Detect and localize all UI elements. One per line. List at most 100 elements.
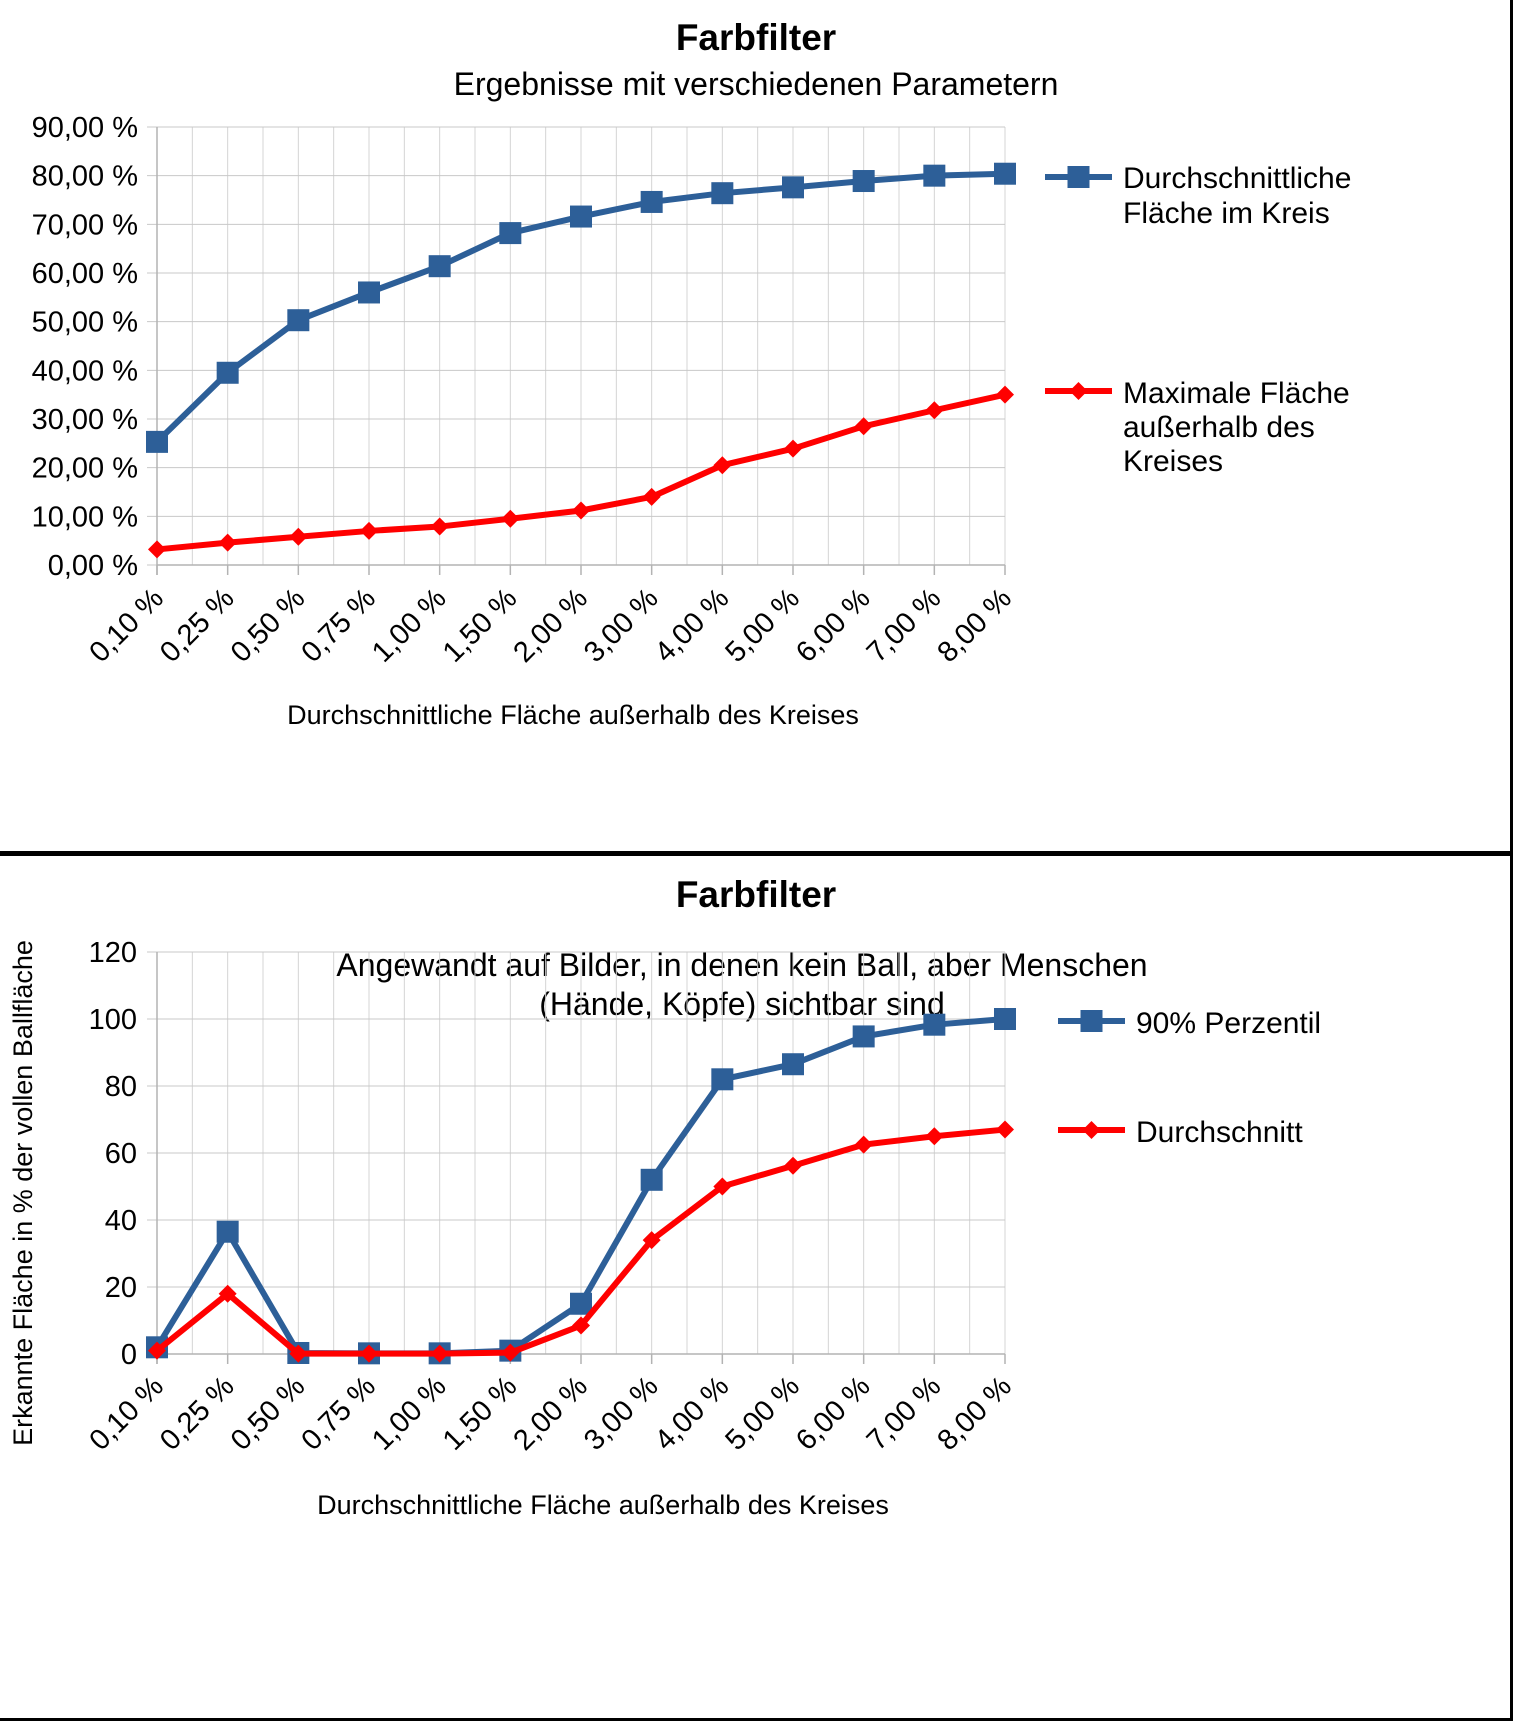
- y-tick-label: 80,00 %: [32, 161, 138, 193]
- y-tick-label: 70,00 %: [32, 209, 138, 241]
- data-point-diamond: [289, 527, 308, 546]
- data-point-diamond: [784, 439, 802, 458]
- data-point-diamond: [996, 385, 1014, 404]
- data-point-diamond: [925, 1127, 944, 1146]
- y-tick-label: 60: [105, 1138, 137, 1170]
- y-tick-label: 80: [105, 1071, 137, 1103]
- data-point-diamond: [501, 1343, 520, 1362]
- data-point-diamond: [430, 517, 449, 536]
- data-point-diamond: [218, 1284, 237, 1303]
- data-point-diamond: [430, 1344, 449, 1363]
- legend-marker-square: [1080, 1010, 1103, 1032]
- x-tick-label: 8,00 %: [931, 582, 1017, 668]
- data-point-diamond: [713, 456, 732, 475]
- x-tick-label: 0,75 %: [295, 1370, 381, 1456]
- y-tick-label: 30,00 %: [32, 404, 138, 436]
- data-point-square: [782, 1053, 804, 1076]
- legend-label: Durchschnitt: [1136, 1116, 1303, 1149]
- data-point-square: [499, 222, 522, 245]
- chart-bottom-svg: Farbfilter Angewandt auf Bilder, in denen…: [8, 874, 1321, 1520]
- data-point-square: [640, 190, 663, 213]
- data-point-square: [923, 164, 946, 187]
- data-point-square: [852, 170, 875, 193]
- data-point-diamond: [289, 1344, 308, 1363]
- x-tick-label: 0,50 %: [225, 1370, 311, 1456]
- x-tick-label: 1,50 %: [437, 582, 523, 668]
- data-point-diamond: [784, 1156, 802, 1175]
- x-tick-label: 0,50 %: [225, 582, 311, 668]
- legend-label: Kreises: [1123, 445, 1223, 478]
- data-point-square: [428, 255, 451, 278]
- y-tick-label: 120: [89, 937, 137, 969]
- legend-marker-diamond: [1069, 382, 1088, 400]
- legend-label: Fläche im Kreis: [1123, 197, 1330, 230]
- legend-marker-diamond: [1082, 1121, 1101, 1139]
- x-tick-label: 2,00 %: [507, 1370, 593, 1456]
- y-tick-label: 100: [89, 1004, 137, 1036]
- data-point-square: [146, 430, 168, 453]
- data-point-square: [640, 1168, 663, 1191]
- x-tick-label: 0,10 %: [83, 582, 169, 668]
- x-tick-label: 2,00 %: [507, 582, 593, 668]
- y-tick-label: 50,00 %: [32, 307, 138, 339]
- x-tick-label: 6,00 %: [790, 1370, 876, 1456]
- data-point-diamond: [572, 1316, 590, 1335]
- legend-label: Maximale Fläche: [1123, 377, 1350, 410]
- y-tick-label: 20: [105, 1272, 137, 1304]
- data-point-square: [216, 361, 239, 384]
- data-point-square: [711, 182, 734, 205]
- data-point-diamond: [360, 521, 378, 540]
- x-tick-label: 1,00 %: [366, 1370, 452, 1456]
- y-tick-label: 60,00 %: [32, 258, 138, 290]
- data-point-square: [570, 1292, 592, 1315]
- y-tick-label: 0: [121, 1339, 137, 1371]
- x-tick-label: 1,00 %: [366, 582, 452, 668]
- y-tick-label: 40: [105, 1205, 137, 1237]
- data-point-square: [711, 1068, 734, 1091]
- legend-label: 90% Perzentil: [1136, 1007, 1321, 1040]
- data-point-square: [994, 162, 1016, 185]
- x-tick-label: 7,00 %: [861, 582, 947, 668]
- chart-subtitle: Ergebnisse mit verschiedenen Parametern: [454, 66, 1059, 102]
- y-tick-label: 90,00 %: [32, 112, 138, 144]
- data-point-diamond: [642, 487, 661, 506]
- y-tick-label: 0,00 %: [48, 550, 138, 582]
- data-point-square: [216, 1220, 239, 1243]
- y-tick-label: 20,00 %: [32, 453, 138, 485]
- data-point-diamond: [360, 1344, 378, 1363]
- x-tick-label: 7,00 %: [861, 1370, 947, 1456]
- x-tick-label: 0,10 %: [83, 1370, 169, 1456]
- data-point-square: [358, 281, 380, 304]
- data-point-diamond: [713, 1177, 732, 1196]
- data-point-square: [287, 309, 310, 332]
- x-tick-label: 3,00 %: [578, 1370, 664, 1456]
- data-point-diamond: [925, 401, 944, 420]
- x-tick-label: 6,00 %: [790, 582, 876, 668]
- data-point-square: [782, 176, 804, 199]
- x-tick-label: 4,00 %: [649, 582, 735, 668]
- x-tick-label: 5,00 %: [719, 1370, 805, 1456]
- chart-panel-bottom: Farbfilter Angewandt auf Bilder, in denen…: [0, 856, 1513, 1721]
- x-axis-label: Durchschnittliche Fläche außerhalb des K…: [287, 700, 859, 730]
- chart-subtitle-line: (Hände, Köpfe) sichtbar sind: [539, 986, 945, 1022]
- data-point-diamond: [854, 417, 873, 436]
- legend-marker-square: [1067, 166, 1090, 188]
- x-tick-label: 0,25 %: [154, 1370, 240, 1456]
- chart-top-svg: Farbfilter Ergebnisse mit verschiedenen P…: [32, 17, 1352, 730]
- y-tick-label: 40,00 %: [32, 355, 138, 387]
- chart-panel-top: Farbfilter Ergebnisse mit verschiedenen P…: [0, 0, 1513, 856]
- data-point-diamond: [501, 509, 520, 528]
- x-axis-label: Durchschnittliche Fläche außerhalb des K…: [317, 1490, 889, 1520]
- data-point-diamond: [996, 1120, 1014, 1139]
- y-tick-label: 10,00 %: [32, 501, 138, 533]
- y-axis-label: Erkannte Fläche in % der vollen Ballfläc…: [8, 940, 38, 1446]
- data-point-diamond: [218, 533, 237, 552]
- data-point-square: [570, 205, 592, 228]
- data-point-diamond: [148, 540, 166, 559]
- x-tick-label: 8,00 %: [931, 1370, 1017, 1456]
- data-point-diamond: [854, 1135, 873, 1154]
- x-tick-label: 0,75 %: [295, 582, 381, 668]
- chart-subtitle-line: Angewandt auf Bilder, in denen kein Ball…: [336, 947, 1147, 983]
- data-point-diamond: [642, 1231, 661, 1250]
- data-point-diamond: [572, 501, 590, 520]
